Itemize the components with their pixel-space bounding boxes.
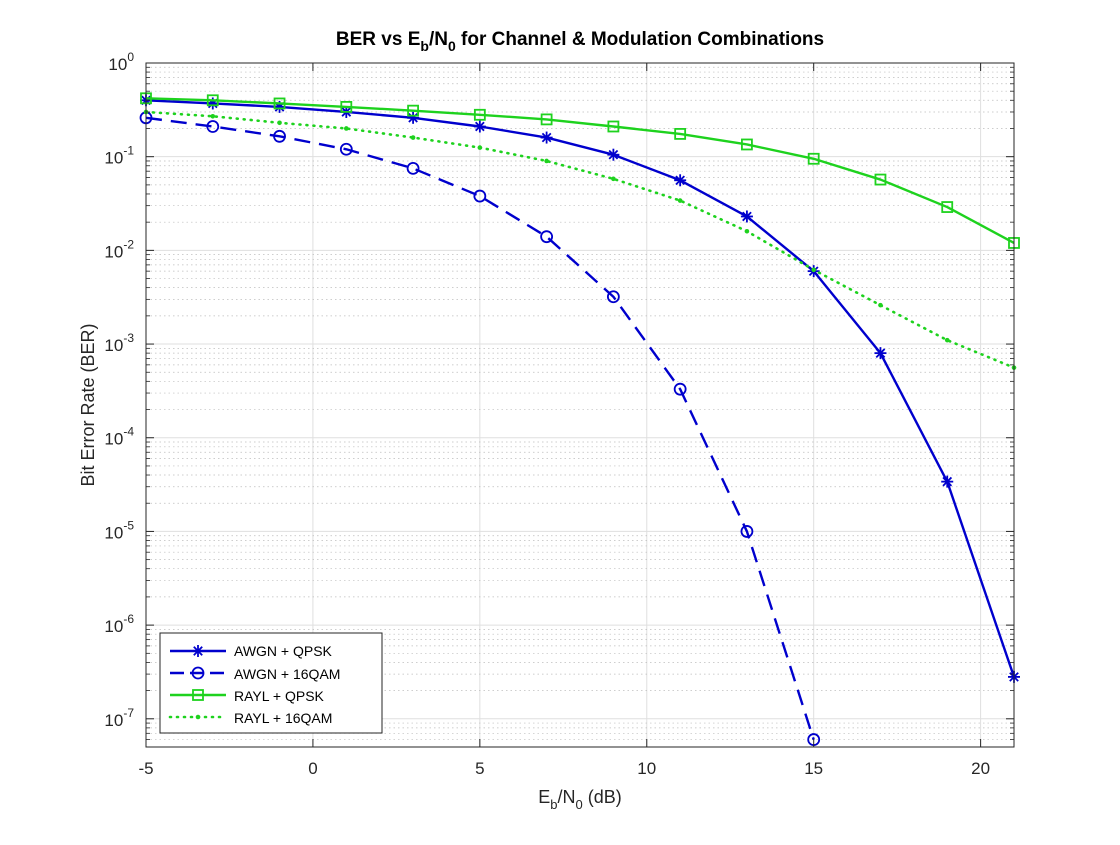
data-point — [473, 189, 487, 203]
data-point — [540, 230, 554, 244]
legend-marker — [195, 714, 201, 720]
y-axis-label: Bit Error Rate (BER) — [78, 323, 98, 486]
data-point — [741, 138, 753, 151]
data-point — [740, 525, 754, 538]
legend-marker — [191, 666, 205, 680]
series-layer — [139, 92, 1020, 746]
y-tick-label: 10-5 — [104, 518, 134, 542]
legend-marker — [192, 689, 204, 701]
axes-box — [145, 62, 1015, 748]
data-point — [407, 104, 419, 117]
data-point — [811, 267, 816, 273]
data-point — [473, 108, 486, 121]
y-tick-label: 10-4 — [104, 425, 134, 449]
y-tick-label: 10-3 — [104, 331, 134, 355]
data-point — [540, 131, 553, 144]
data-point — [273, 97, 286, 110]
ticks: -5 0 5 10 15 20 10-7 10-6 10-5 10-4 10-3 10-2 10-1 10… — [104, 50, 1014, 778]
data-point — [807, 152, 820, 165]
data-point — [941, 475, 954, 488]
legend-label-rayl-16qam: RAYL + 16QAM — [234, 710, 332, 726]
data-point — [340, 100, 353, 113]
legend: AWGN + QPSK AWGN + 16QAM RAYL + QPSK RAY… — [159, 632, 383, 734]
series-line — [145, 99, 1016, 678]
data-point — [344, 126, 349, 131]
marker-stroke — [541, 132, 552, 143]
data-point — [878, 302, 883, 308]
data-point — [874, 347, 887, 360]
data-point — [473, 120, 486, 133]
data-point — [540, 113, 553, 126]
marker-stroke — [875, 348, 886, 358]
x-tick-label: -5 — [138, 759, 153, 778]
marker-stroke — [193, 646, 203, 656]
data-point — [339, 142, 353, 156]
data-point — [611, 176, 616, 182]
x-tick-label: 15 — [804, 759, 823, 778]
data-point — [673, 382, 687, 396]
data-point — [206, 94, 219, 107]
data-point — [744, 228, 750, 234]
data-point — [206, 120, 220, 133]
marker-stroke — [942, 476, 953, 487]
data-point — [607, 148, 620, 161]
data-point — [406, 161, 420, 175]
x-tick-label: 0 — [308, 759, 317, 778]
data-point — [273, 129, 286, 143]
legend-symbols — [168, 645, 228, 720]
legend-label-rayl-qpsk: RAYL + QPSK — [234, 688, 325, 704]
x-tick-label: 5 — [475, 759, 484, 778]
data-point — [674, 174, 687, 187]
data-point — [674, 128, 687, 140]
legend-label-awgn-16qam: AWGN + 16QAM — [234, 666, 340, 682]
data-point — [941, 201, 954, 213]
data-point — [277, 120, 282, 126]
marker-stroke — [742, 211, 752, 222]
chart-title: BER vs Eb/N0 for Channel & Modulation Co… — [336, 29, 824, 54]
data-point — [740, 210, 753, 223]
series-rayl-qpsk — [140, 92, 1020, 249]
y-tick-label: 10-2 — [104, 237, 134, 261]
data-point — [606, 290, 620, 304]
data-point — [410, 135, 416, 140]
legend-label-awgn-qpsk: AWGN + QPSK — [234, 643, 333, 659]
series-line — [145, 116, 815, 740]
x-axis-label: Eb/N0 (dB) — [538, 787, 622, 812]
marker-stroke — [675, 175, 685, 186]
series-awgn-16qam — [139, 111, 821, 746]
y-tick-label: 100 — [108, 50, 134, 74]
data-point — [607, 120, 620, 133]
data-point — [477, 145, 483, 150]
marker-stroke — [608, 149, 619, 160]
data-point — [677, 198, 683, 203]
data-point — [944, 337, 950, 343]
data-point — [544, 158, 549, 164]
marker-stroke — [475, 121, 485, 132]
y-tick-label: 10-7 — [104, 706, 134, 730]
series-line — [144, 110, 1016, 369]
series-line — [145, 97, 1015, 245]
x-tick-label: 10 — [637, 759, 656, 778]
y-tick-label: 10-1 — [104, 144, 134, 168]
x-tick-label: 20 — [971, 759, 990, 778]
series-rayl-16qam — [143, 109, 1017, 370]
legend-marker — [192, 645, 204, 657]
data-point — [874, 173, 887, 186]
data-point — [210, 113, 216, 119]
y-tick-label: 10-6 — [104, 612, 134, 636]
